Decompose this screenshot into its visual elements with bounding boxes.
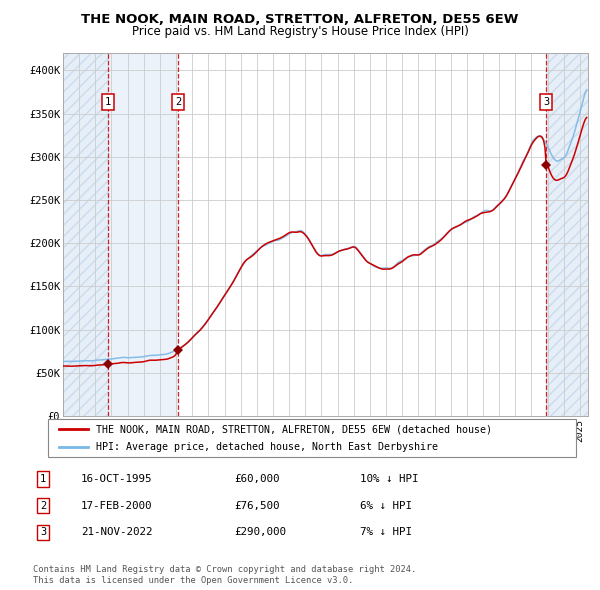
Text: THE NOOK, MAIN ROAD, STRETTON, ALFRETON, DE55 6EW: THE NOOK, MAIN ROAD, STRETTON, ALFRETON,… [82, 13, 518, 26]
Text: HPI: Average price, detached house, North East Derbyshire: HPI: Average price, detached house, Nort… [95, 442, 437, 452]
Text: Contains HM Land Registry data © Crown copyright and database right 2024.
This d: Contains HM Land Registry data © Crown c… [33, 565, 416, 585]
Bar [63, 53, 108, 416]
Text: £76,500: £76,500 [234, 501, 280, 510]
Text: THE NOOK, MAIN ROAD, STRETTON, ALFRETON, DE55 6EW (detached house): THE NOOK, MAIN ROAD, STRETTON, ALFRETON,… [95, 424, 491, 434]
Bar [546, 53, 588, 416]
Text: £60,000: £60,000 [234, 474, 280, 484]
Text: 7% ↓ HPI: 7% ↓ HPI [360, 527, 412, 537]
Bar [108, 53, 178, 416]
Text: 16-OCT-1995: 16-OCT-1995 [81, 474, 152, 484]
Text: 17-FEB-2000: 17-FEB-2000 [81, 501, 152, 510]
Text: 1: 1 [40, 474, 46, 484]
Text: Price paid vs. HM Land Registry's House Price Index (HPI): Price paid vs. HM Land Registry's House … [131, 25, 469, 38]
Text: 3: 3 [543, 97, 549, 107]
Text: 1: 1 [105, 97, 111, 107]
Text: 10% ↓ HPI: 10% ↓ HPI [360, 474, 419, 484]
FancyBboxPatch shape [48, 419, 576, 457]
Text: 3: 3 [40, 527, 46, 537]
Text: 6% ↓ HPI: 6% ↓ HPI [360, 501, 412, 510]
Text: 2: 2 [40, 501, 46, 510]
Text: 2: 2 [175, 97, 181, 107]
Text: 21-NOV-2022: 21-NOV-2022 [81, 527, 152, 537]
Text: £290,000: £290,000 [234, 527, 286, 537]
